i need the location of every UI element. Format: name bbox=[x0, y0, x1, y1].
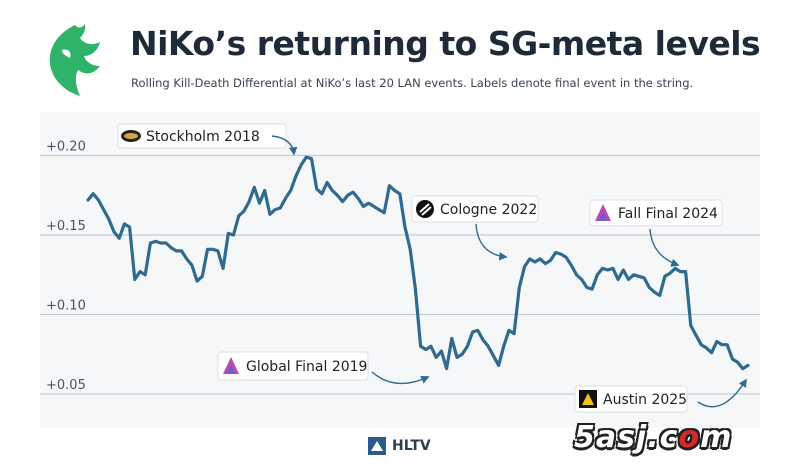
annotation-box bbox=[217, 351, 369, 381]
y-tick-label: +0.20 bbox=[46, 140, 86, 155]
team-falcons-logo bbox=[49, 24, 100, 96]
watermark: 5asj.com bbox=[574, 420, 733, 455]
annotation-box bbox=[411, 195, 539, 223]
annotation-box bbox=[117, 123, 287, 149]
annotation-arrow bbox=[475, 223, 508, 261]
annotation-arrow bbox=[649, 228, 680, 267]
annotation-cologne-2022: Cologne 2022 bbox=[411, 195, 539, 261]
y-tick-label: +0.10 bbox=[46, 299, 86, 314]
annotation-box bbox=[574, 385, 688, 413]
hltv-brand-text: HLTV bbox=[392, 438, 431, 454]
annotation-stockholm-2018: Stockholm 2018 bbox=[117, 123, 298, 156]
chart-subtitle: Rolling Kill-Death Differential at NiKo’… bbox=[131, 76, 694, 90]
y-tick-label: +0.05 bbox=[46, 378, 86, 393]
annotation-box bbox=[589, 199, 723, 227]
annotation-arrow bbox=[271, 135, 298, 156]
annotation-fall-final-2024: Fall Final 2024 bbox=[589, 199, 723, 267]
annotation-austin-2025: Austin 2025 bbox=[574, 378, 747, 413]
kd-series-line bbox=[86, 155, 750, 371]
annotation-label: Austin 2025 bbox=[603, 392, 687, 408]
chart-title: NiKo’s returning to SG-meta levels bbox=[130, 24, 761, 63]
annotation-arrow bbox=[697, 378, 747, 408]
hltv-footer: HLTV bbox=[368, 437, 431, 455]
annotation-label: Stockholm 2018 bbox=[146, 129, 260, 145]
y-tick-label: +0.15 bbox=[46, 219, 86, 234]
esl-icon bbox=[416, 200, 434, 218]
annotation-global-final-2019: Global Final 2019 bbox=[217, 351, 430, 385]
annotation-label: Cologne 2022 bbox=[440, 202, 537, 218]
hltv-logo-icon bbox=[368, 437, 386, 455]
annotation-label: Global Final 2019 bbox=[246, 359, 367, 375]
plot-area bbox=[40, 112, 760, 428]
annotation-label: Fall Final 2024 bbox=[618, 206, 718, 222]
annotation-arrow bbox=[371, 371, 430, 385]
